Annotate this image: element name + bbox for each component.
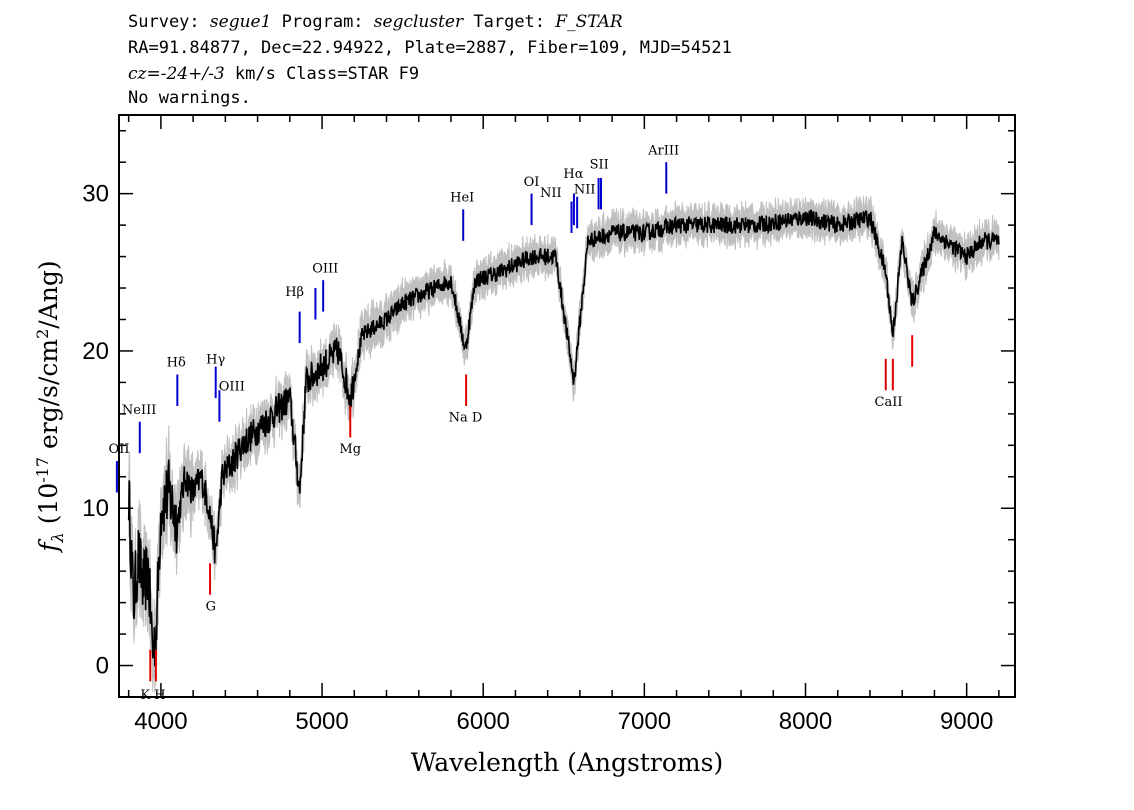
cz-value: -24+/-3 bbox=[160, 64, 225, 84]
emission-line-label-15: ArIII bbox=[647, 143, 679, 158]
error-band bbox=[128, 195, 1000, 693]
x-tick-label-9000: 9000 bbox=[940, 708, 993, 735]
x-tick-label-5000: 5000 bbox=[295, 708, 348, 735]
emission-line-label-1: NeIII bbox=[122, 403, 156, 418]
x-tick-label-6000: 6000 bbox=[457, 708, 510, 735]
emission-line-label-4: OIII bbox=[219, 379, 245, 394]
emission-line-label-13: SII bbox=[590, 157, 609, 172]
target-value: F_STAR bbox=[555, 12, 623, 32]
emission-line-label-10: NII bbox=[540, 186, 562, 201]
program-value: segcluster bbox=[373, 12, 464, 32]
target-label: Target: bbox=[473, 12, 546, 32]
emission-line-label-12: NII bbox=[574, 183, 596, 198]
y-tick-label-0: 0 bbox=[96, 653, 109, 680]
absorption-line-label-4: Na D bbox=[449, 411, 483, 426]
absorption-line-label-2: G bbox=[206, 599, 216, 614]
emission-line-label-6: OIII bbox=[312, 261, 338, 276]
cz-rest: km/s Class=STAR F9 bbox=[224, 64, 420, 84]
emission-line-label-2: Hδ bbox=[167, 356, 186, 371]
y-tick-label-10: 10 bbox=[82, 495, 109, 522]
y-axis-label: fλ (10-17 erg/s/cm2/Ang) bbox=[33, 260, 67, 553]
emission-line-label-11: Hα bbox=[563, 167, 583, 182]
emission-line-label-9: OI bbox=[524, 175, 540, 190]
survey-label: Survey: bbox=[128, 12, 200, 32]
survey-value: segue1 bbox=[209, 12, 272, 32]
program-label: Program: bbox=[281, 12, 364, 32]
plot-frame bbox=[118, 114, 1016, 698]
emission-line-label-3: Hγ bbox=[206, 353, 225, 368]
y-tick-label-30: 30 bbox=[82, 181, 109, 208]
y-tick-label-20: 20 bbox=[82, 338, 109, 365]
x-axis-label: Wavelength (Angstroms) bbox=[411, 748, 723, 777]
x-tick-label-7000: 7000 bbox=[618, 708, 671, 735]
emission-line-label-5: Hβ bbox=[285, 285, 304, 300]
absorption-line-label-5: CaII bbox=[875, 395, 903, 410]
emission-line-label-0: OII bbox=[109, 442, 130, 457]
chart-header-line-1: Survey: segue1 Program: segcluster Targe… bbox=[128, 12, 623, 32]
cz-label: cz= bbox=[128, 64, 161, 84]
flux-line bbox=[127, 209, 1000, 667]
chart-header-line-2: RA=91.84877, Dec=22.94922, Plate=2887, F… bbox=[128, 38, 732, 58]
absorption-line-label-3: Mg bbox=[339, 442, 361, 457]
x-tick-label-8000: 8000 bbox=[779, 708, 832, 735]
chart-header-line-4: No warnings. bbox=[128, 88, 251, 108]
axis-ticks bbox=[119, 115, 1015, 698]
chart-header-line-3: cz=-24+/-3 km/s Class=STAR F9 bbox=[128, 64, 419, 84]
x-tick-label-4000: 4000 bbox=[134, 708, 187, 735]
hk-label: K H bbox=[140, 688, 165, 703]
emission-line-label-8: HeI bbox=[450, 191, 474, 206]
